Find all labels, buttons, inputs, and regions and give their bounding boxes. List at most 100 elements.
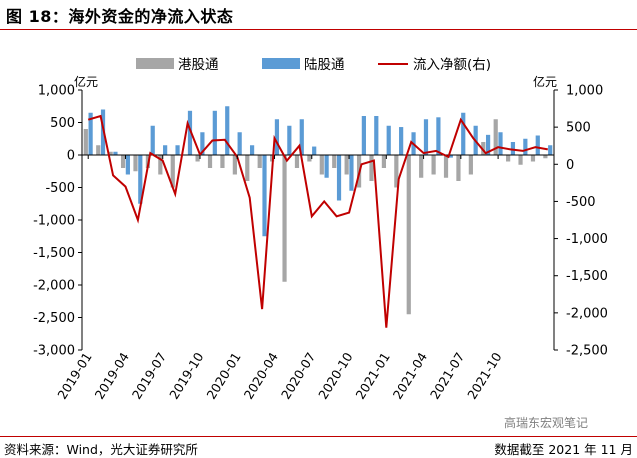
x-axis-ticks: 2019-012019-042019-072019-102020-012020-… [54, 155, 505, 402]
hk-connect-bar [207, 155, 213, 168]
left-tick-label: 1,000 [38, 84, 75, 99]
hk-connect-bar [493, 119, 498, 155]
hk-connect-bar [257, 155, 262, 168]
hk-connect-bar [369, 155, 374, 181]
x-tick-label: 2020-04 [241, 350, 281, 402]
right-axis-ticks: 1,000 500 0 -500 -1,000 -1,500 -2,000 -2,500 [554, 84, 608, 359]
northbound-bar [461, 112, 466, 155]
x-tick-label: 2021-04 [390, 350, 430, 402]
northbound-bar [175, 145, 180, 155]
northbound-bar [249, 145, 255, 155]
data-cutoff-note: 数据截至 2021 年 11 月 [494, 442, 633, 457]
x-tick-label: 2020-07 [278, 350, 318, 402]
northbound-bar [548, 145, 553, 155]
northbound-bar [225, 106, 230, 155]
hk-connect-bar [481, 142, 486, 155]
hk-connect-bar [419, 155, 424, 178]
left-tick-label: -2,500 [33, 311, 75, 326]
legend: 港股通 陆股通 流入净额(右) [136, 57, 491, 73]
right-tick-label: 1,000 [566, 84, 603, 99]
hk-connect-bar [332, 155, 337, 168]
x-tick-label: 2020-10 [315, 350, 355, 402]
hk-connect-bar [443, 155, 449, 178]
northbound-bar [113, 151, 118, 155]
left-tick-label: 500 [50, 116, 75, 131]
right-tick-label: -1,000 [566, 232, 608, 247]
northbound-bar [535, 135, 540, 155]
northbound-bar [485, 134, 491, 155]
hk-connect-bar [543, 155, 548, 159]
northbound-bar [274, 119, 280, 155]
northbound-bar [212, 110, 217, 155]
x-tick-label: 2019-07 [129, 350, 169, 402]
footer-rule [0, 436, 637, 437]
hk-connect-bar [506, 155, 511, 162]
hk-connect-bar [319, 155, 324, 175]
right-tick-label: -500 [566, 195, 596, 210]
left-tick-label: 0 [67, 149, 75, 164]
hk-connect-bar [96, 145, 101, 155]
hk-connect-bar [406, 155, 411, 315]
hk-connect-bar [381, 155, 387, 168]
northbound-bar [262, 155, 267, 237]
x-tick-label: 2019-04 [92, 350, 132, 402]
northbound-bar [187, 110, 193, 155]
watermark-text: 高瑞东宏观笔记 [504, 416, 589, 430]
hk-connect-bar [282, 155, 287, 282]
chart: 港股通 陆股通 流入净额(右) 亿元 亿元 1,000 500 0 -500 -1,000 -… [33, 57, 608, 402]
northbound-bar [324, 155, 329, 178]
source-note: 资料来源：Wind，光大证券研究所 [4, 442, 198, 457]
right-tick-label: -2,500 [566, 344, 608, 359]
northbound-bar [287, 125, 292, 155]
hk-connect-bar [220, 155, 225, 168]
hk-connect-bar [120, 155, 126, 168]
hk-connect-bar [431, 155, 436, 175]
hk-connect-bar [394, 155, 399, 188]
left-axis-ticks: 1,000 500 0 -500 -1,000 -1,500 -2,000 -2,500 -3,… [33, 84, 82, 359]
northbound-bar [312, 146, 317, 155]
hk-connect-bar [344, 155, 349, 175]
hk-connect-bar [108, 151, 113, 155]
x-tick-label: 2021-01 [352, 350, 392, 402]
hk-connect-bar [170, 155, 175, 188]
legend-swatch [136, 58, 174, 69]
northbound-bar [386, 125, 391, 155]
figure-title: 图 18：海外资金的净流入状态 [6, 7, 234, 26]
northbound-bar [399, 127, 404, 155]
hk-connect-bar [456, 155, 461, 181]
northbound-bar [336, 155, 342, 201]
left-tick-label: -3,000 [33, 344, 75, 359]
hk-connect-bar [158, 155, 163, 175]
northbound-bar [523, 138, 528, 155]
northbound-bar [498, 132, 503, 155]
x-tick-label: 2020-01 [203, 350, 243, 402]
legend-label: 流入净额(右) [413, 57, 491, 73]
hk-connect-bar [518, 155, 523, 165]
hk-connect-bar [468, 155, 473, 175]
northbound-bar [510, 142, 516, 155]
title-rule [0, 29, 637, 30]
right-tick-label: 500 [566, 121, 591, 136]
hk-connect-bar [195, 155, 200, 162]
left-tick-label: -2,000 [33, 279, 75, 294]
right-axis-unit: 亿元 [533, 74, 557, 89]
northbound-bar [125, 155, 130, 175]
northbound-bars [88, 106, 553, 237]
right-tick-label: 0 [566, 158, 574, 173]
northbound-bar [163, 145, 168, 155]
hk-connect-bar [245, 155, 250, 181]
northbound-bar [361, 116, 366, 155]
northbound-bar [423, 119, 429, 155]
x-tick-label: 2019-10 [166, 350, 206, 402]
northbound-bar [138, 155, 143, 204]
hk-connect-bar [133, 155, 138, 172]
left-tick-label: -1,000 [33, 214, 75, 229]
left-axis-unit: 亿元 [74, 74, 98, 89]
net-inflow-line [87, 114, 548, 328]
right-tick-label: -1,500 [566, 269, 608, 284]
northbound-bar [448, 155, 453, 158]
hk-connect-bar [530, 155, 536, 162]
legend-label: 陆股通 [304, 57, 345, 73]
left-tick-label: -1,500 [33, 246, 75, 261]
northbound-bar [88, 112, 93, 155]
